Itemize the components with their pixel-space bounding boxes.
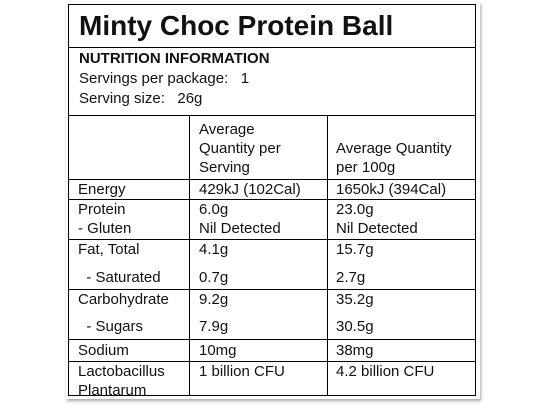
column-divider-1: [189, 115, 190, 395]
sodium-serving: 10mg: [199, 342, 237, 359]
sodium-label: Sodium: [78, 342, 129, 359]
energy-rule: [69, 199, 475, 200]
energy-label: Energy: [78, 181, 126, 198]
title-divider: [69, 47, 475, 48]
fat-rule: [69, 289, 475, 290]
lactobacillus-serving: 1 billion CFU: [199, 363, 285, 380]
fat-per100: 15.7g: [336, 241, 374, 258]
sodium-rule: [69, 361, 475, 362]
lactobacillus-label-line-2: Plantarum: [78, 382, 147, 399]
product-title: Minty Choc Protein Ball: [79, 10, 394, 41]
fat-serving: 4.1g: [199, 241, 229, 258]
sodium-per100: 38mg: [336, 342, 374, 359]
header-serving-line-1: Average: [199, 121, 255, 138]
sugars-per100: 30.5g: [336, 318, 374, 335]
header-rule: [69, 179, 475, 180]
servings-per-package: Servings per package: 1: [79, 70, 250, 87]
carbohydrate-per100: 35.2g: [336, 291, 374, 308]
protein-serving: 6.0g: [199, 201, 229, 218]
protein-per100: 23.0g: [336, 201, 374, 218]
sugars-label: - Sugars: [78, 318, 144, 335]
table-top-rule: [69, 115, 475, 116]
nutrition-heading: NUTRITION INFORMATION: [79, 50, 270, 67]
saturated-serving: 0.7g: [199, 269, 229, 286]
energy-serving: 429kJ (102Cal): [199, 181, 301, 198]
gluten-serving: Nil Detected: [199, 220, 281, 237]
energy-per100: 1650kJ (394Cal): [336, 181, 447, 198]
carbohydrate-label: Carbohydrate: [78, 291, 169, 308]
nutrition-table: Average Quantity per Serving Average Qua…: [69, 115, 475, 399]
carbohydrate-serving: 9.2g: [199, 291, 229, 308]
protein-rule: [69, 239, 475, 240]
lactobacillus-per100: 4.2 billion CFU: [336, 363, 435, 380]
header-100g-line-2: per 100g: [336, 159, 396, 176]
gluten-per100: Nil Detected: [336, 220, 418, 237]
nutrition-label: Minty Choc Protein Ball NUTRITION INFORM…: [68, 4, 476, 399]
protein-label: Protein: [78, 201, 126, 218]
sugars-serving: 7.9g: [199, 318, 229, 335]
column-divider-2: [327, 115, 328, 395]
serving-size: Serving size: 26g: [79, 90, 203, 107]
header-100g-line-1: Average Quantity: [336, 140, 452, 157]
carb-rule: [69, 339, 475, 340]
saturated-label: - Saturated: [78, 269, 161, 286]
fat-label: Fat, Total: [78, 241, 140, 258]
header-serving-line-3: Serving: [199, 159, 250, 176]
gluten-label: - Gluten: [78, 220, 132, 237]
lactobacillus-label-line-1: Lactobacillus: [78, 363, 165, 380]
saturated-per100: 2.7g: [336, 269, 366, 286]
header-serving-line-2: Quantity per: [199, 140, 281, 157]
